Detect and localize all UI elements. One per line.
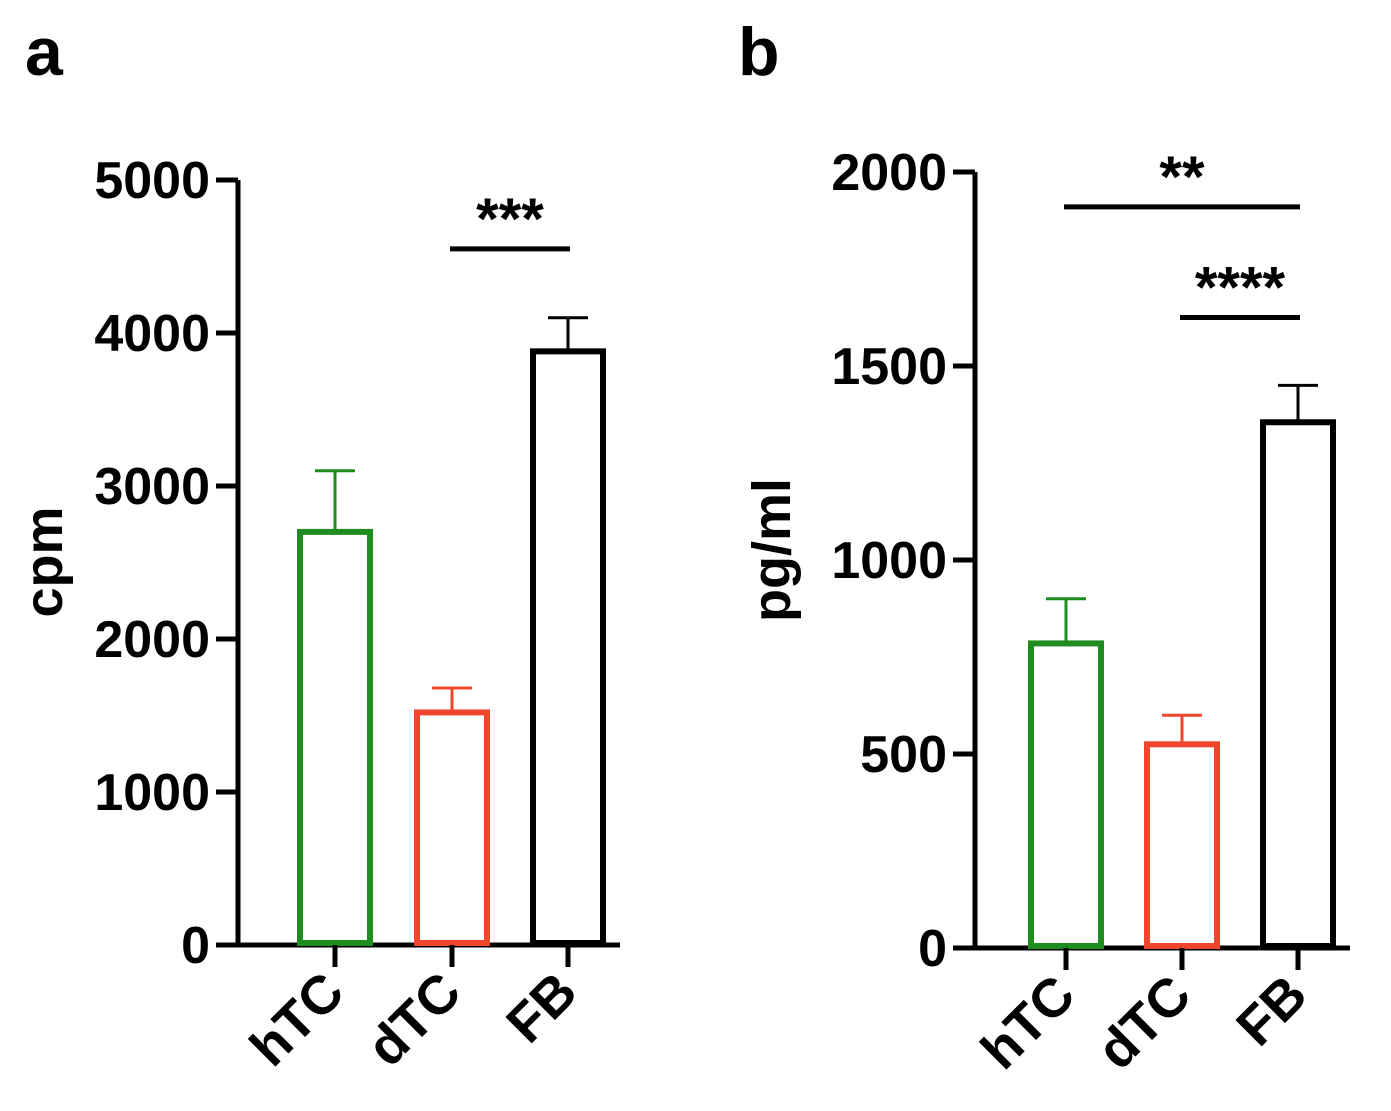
y-tick-label: 5000 — [94, 152, 210, 210]
significance-label: ** — [1159, 145, 1205, 210]
y-axis-label: cpm — [14, 506, 74, 617]
y-tick-label: 4000 — [94, 305, 210, 363]
bar-fb — [1260, 419, 1336, 949]
panel-label: a — [25, 14, 64, 90]
y-tick-label: 3000 — [94, 458, 210, 516]
x-tick-label-htc: hTC — [970, 964, 1087, 1081]
x-tick-label-htc: hTC — [239, 961, 356, 1078]
bar-htc — [1028, 640, 1104, 949]
panel-a: a cpm 0 1000 2000 3000 4000 5000 hTC dTC FB *** — [14, 14, 620, 1078]
bar-htc — [297, 528, 373, 947]
y-tick-label: 500 — [860, 726, 947, 784]
y-tick-label: 2000 — [831, 144, 947, 202]
bar-dtc — [414, 709, 490, 946]
bar-fb — [530, 348, 606, 946]
y-tick-label: 1500 — [831, 338, 947, 396]
y-axis-label: pg/ml — [742, 478, 802, 622]
y-tick-label: 0 — [918, 920, 947, 978]
x-tick-label-fb: FB — [1225, 964, 1318, 1057]
x-tick-label-dtc: dTC — [1086, 964, 1203, 1081]
y-tick-label: 2000 — [94, 611, 210, 669]
x-tick-label-fb: FB — [495, 961, 588, 1054]
significance-label: *** — [476, 187, 544, 252]
panel-label: b — [738, 14, 780, 90]
y-tick-label: 0 — [181, 917, 210, 975]
x-tick-label-dtc: dTC — [356, 961, 473, 1078]
y-tick-label: 1000 — [94, 764, 210, 822]
significance-label: **** — [1195, 256, 1286, 321]
bar-dtc — [1144, 741, 1220, 949]
y-tick-label: 1000 — [831, 532, 947, 590]
